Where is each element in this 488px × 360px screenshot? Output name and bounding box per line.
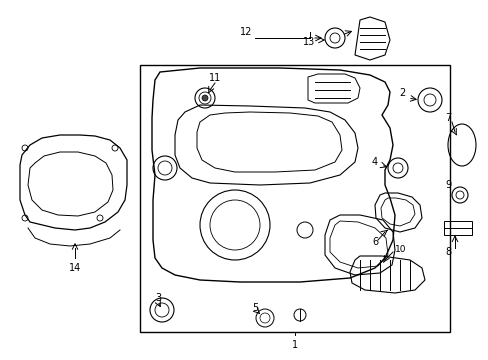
Text: 5: 5 xyxy=(251,303,258,313)
Text: 1: 1 xyxy=(291,340,298,350)
Text: 12: 12 xyxy=(239,27,251,37)
Text: 10: 10 xyxy=(394,246,406,255)
Text: 6: 6 xyxy=(371,237,377,247)
Text: 8: 8 xyxy=(444,247,450,257)
Text: 3: 3 xyxy=(155,293,161,303)
Text: 7: 7 xyxy=(444,113,450,123)
Circle shape xyxy=(202,95,207,101)
Text: 9: 9 xyxy=(444,180,450,190)
Text: 2: 2 xyxy=(398,88,404,98)
Text: 13: 13 xyxy=(302,37,314,47)
Text: 4: 4 xyxy=(371,157,377,167)
Bar xyxy=(140,65,449,332)
Text: 11: 11 xyxy=(208,73,221,83)
Bar xyxy=(443,221,471,235)
Text: 14: 14 xyxy=(69,263,81,273)
